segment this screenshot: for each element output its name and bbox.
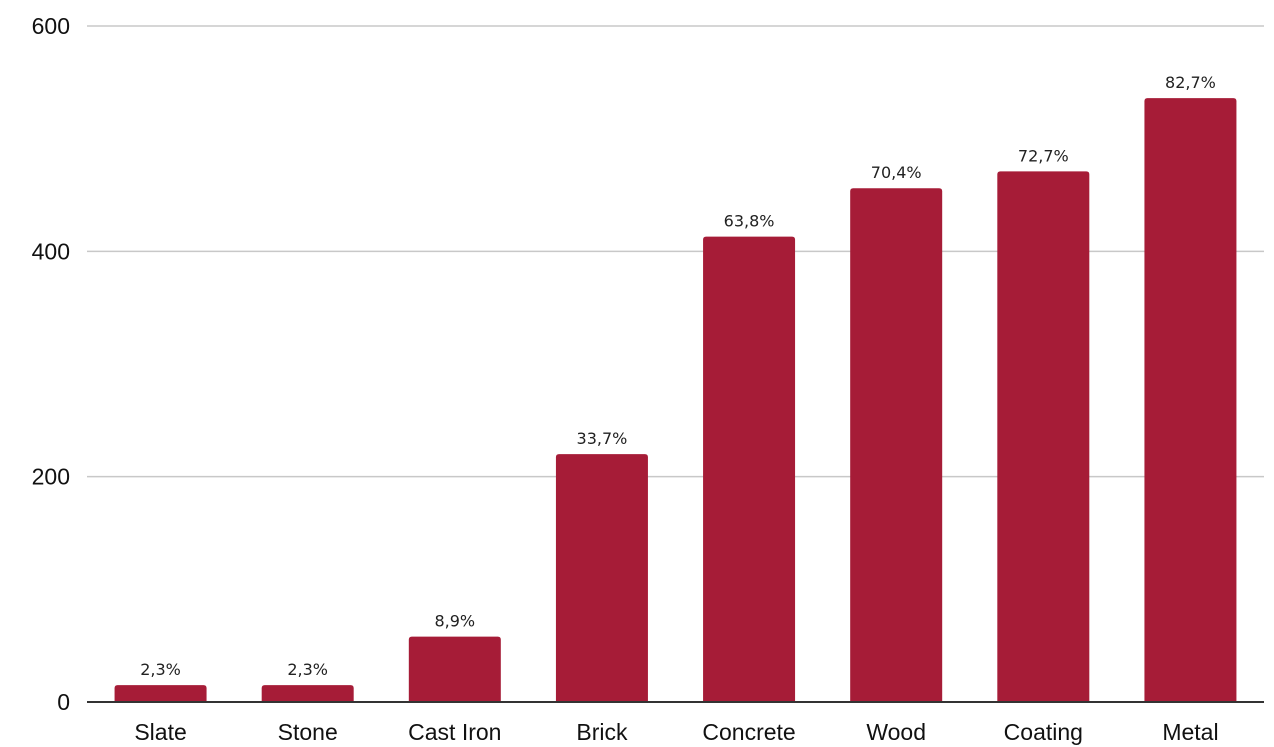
bar-wood [850, 188, 943, 703]
data-label: 2,3% [140, 660, 181, 679]
x-tick-label: Concrete [702, 719, 795, 745]
data-label: 72,7% [1018, 146, 1069, 165]
y-tick-label: 0 [57, 689, 70, 715]
data-label: 8,9% [434, 612, 475, 631]
x-tick-label: Metal [1162, 719, 1218, 745]
y-tick-label: 200 [32, 464, 70, 490]
bar-brick [555, 454, 648, 702]
bars [114, 98, 1237, 703]
x-tick-label: Stone [278, 719, 338, 745]
x-tick-label: Wood [866, 719, 926, 745]
x-tick-label: Coating [1004, 719, 1083, 745]
bar-stone [261, 685, 354, 702]
bar-metal [1144, 98, 1237, 702]
data-labels: 2,3% 2,3% 8,9% 33,7% 63,8% 70,4% 72,7% 82,7% [140, 73, 1216, 679]
x-tick-label: Slate [134, 719, 186, 745]
bar-cast-iron [408, 636, 501, 702]
y-tick-label: 400 [32, 238, 70, 264]
x-tick-label: Brick [576, 719, 628, 745]
x-axis-ticks: Slate Stone Cast Iron Brick Concrete Wood Coat… [134, 719, 1218, 745]
bar-coating [997, 171, 1090, 703]
bar-concrete [703, 236, 796, 703]
data-label: 63,8% [724, 212, 775, 231]
y-axis-ticks: 0 200 400 600 [32, 13, 70, 715]
data-label: 33,7% [577, 429, 628, 448]
data-label: 82,7% [1165, 73, 1216, 92]
y-tick-label: 600 [32, 13, 70, 39]
bar-slate [114, 685, 207, 702]
data-label: 2,3% [287, 660, 328, 679]
data-label: 70,4% [871, 163, 922, 182]
x-tick-label: Cast Iron [408, 719, 501, 745]
